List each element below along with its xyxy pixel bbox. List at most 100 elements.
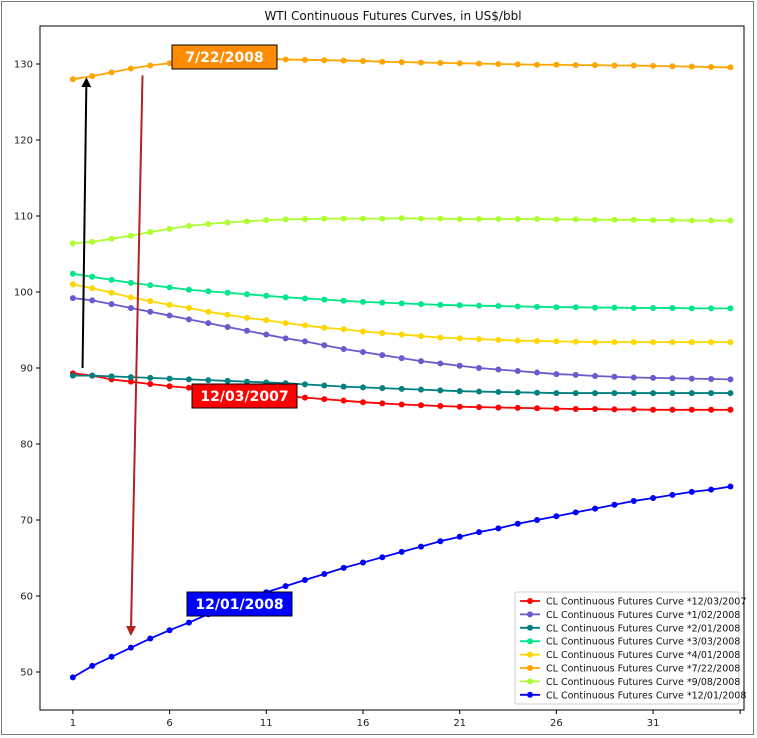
data-point — [476, 529, 483, 536]
data-point — [476, 336, 483, 343]
arrow-layer — [81, 75, 144, 636]
data-point — [630, 304, 637, 311]
data-point — [669, 217, 676, 224]
data-point — [437, 215, 444, 222]
data-point — [630, 374, 637, 381]
legend-entry: CL Continuous Futures Curve *7/22/2008 — [520, 664, 740, 675]
data-point — [708, 406, 715, 413]
data-point — [630, 216, 637, 223]
data-point — [727, 376, 734, 383]
data-point — [437, 360, 444, 367]
data-point — [708, 486, 715, 493]
data-point — [359, 399, 366, 406]
legend-entry: CL Continuous Futures Curve *1/02/2008 — [520, 610, 740, 621]
data-point — [727, 406, 734, 413]
data-point — [650, 390, 657, 397]
data-point — [185, 286, 192, 293]
data-point — [592, 216, 599, 223]
data-point — [514, 337, 521, 344]
data-point — [379, 215, 386, 222]
data-point — [379, 400, 386, 407]
data-point — [592, 304, 599, 311]
data-point — [69, 281, 76, 288]
data-point — [495, 61, 502, 67]
data-point — [476, 302, 483, 309]
data-point — [282, 320, 289, 327]
data-point — [263, 217, 270, 224]
data-point — [379, 352, 386, 359]
data-point — [611, 501, 618, 508]
data-point — [456, 362, 463, 369]
y-tick-label: 110 — [14, 212, 33, 223]
data-point — [572, 216, 579, 223]
data-point — [205, 377, 212, 384]
data-point — [592, 406, 599, 413]
legend-entry: CL Continuous Futures Curve *12/03/2007 — [520, 597, 746, 608]
data-point — [418, 386, 425, 393]
data-point — [321, 396, 328, 403]
series-1 — [69, 295, 734, 383]
data-point — [592, 505, 599, 512]
data-point — [534, 405, 541, 412]
data-point — [708, 390, 715, 397]
data-point — [514, 61, 521, 68]
data-point — [224, 219, 231, 226]
x-tick-label: 1 — [70, 718, 76, 729]
data-point — [669, 406, 676, 413]
data-point — [89, 372, 96, 379]
annotation-layer: 7/22/2008 12/03/2007 12/01/2008 — [171, 44, 298, 617]
data-point — [650, 406, 657, 413]
annotation-label: 12/03/2007 — [200, 389, 288, 405]
data-point — [379, 58, 386, 65]
data-point — [708, 305, 715, 312]
x-tick-label: 21 — [453, 718, 466, 729]
annotation-label: 12/01/2008 — [195, 597, 283, 613]
data-point — [688, 63, 695, 70]
legend-swatch-marker — [527, 651, 533, 658]
data-point — [495, 525, 502, 532]
data-point — [185, 304, 192, 311]
data-point — [495, 303, 502, 310]
data-point — [243, 378, 250, 385]
data-point — [456, 533, 463, 540]
data-point — [166, 284, 173, 291]
data-point — [437, 59, 444, 66]
data-point — [514, 216, 521, 223]
data-point — [630, 498, 637, 504]
data-point — [437, 334, 444, 341]
data-point — [359, 57, 366, 64]
data-point — [301, 216, 308, 223]
data-point — [69, 295, 76, 302]
data-point — [592, 339, 599, 346]
data-point — [727, 483, 734, 490]
data-point — [534, 517, 541, 523]
series-6 — [69, 215, 734, 247]
data-point — [321, 57, 328, 64]
data-point — [398, 548, 405, 555]
data-point — [321, 324, 328, 331]
data-point — [495, 366, 502, 373]
data-point — [534, 389, 541, 396]
data-point — [301, 381, 308, 388]
data-point — [572, 371, 579, 378]
data-point — [669, 304, 676, 311]
data-point — [688, 339, 695, 346]
y-tick-label: 100 — [14, 288, 33, 299]
data-point — [572, 390, 579, 397]
annotation-arrow — [126, 75, 144, 636]
data-point — [224, 289, 231, 296]
y-tick-label: 130 — [14, 60, 33, 71]
data-point — [495, 336, 502, 343]
data-point — [534, 369, 541, 376]
data-point — [321, 570, 328, 577]
data-point — [630, 339, 637, 346]
data-point — [688, 406, 695, 413]
data-point — [147, 635, 154, 642]
chart-title: WTI Continuous Futures Curves, in US$/bb… — [264, 9, 521, 23]
data-point — [301, 56, 308, 63]
data-point — [89, 662, 96, 669]
data-point — [185, 376, 192, 383]
data-point — [514, 368, 521, 375]
data-point — [379, 554, 386, 561]
